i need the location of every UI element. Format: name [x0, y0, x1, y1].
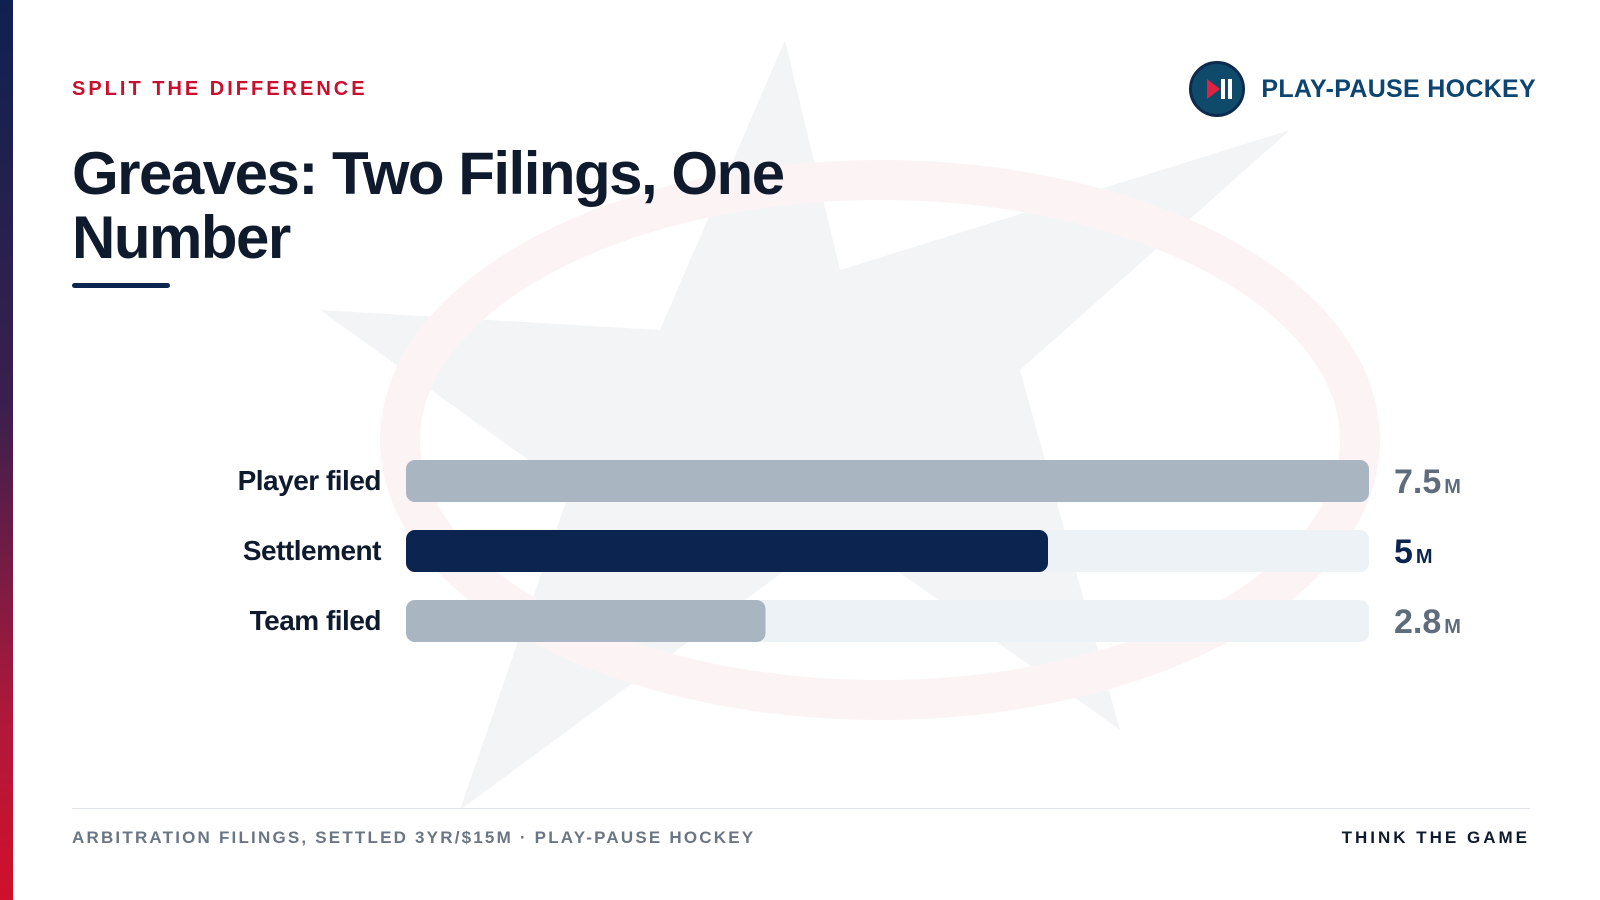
title-underline: [72, 283, 170, 288]
team-logo-watermark: [320, 40, 1380, 810]
value-label: 7.5 M: [1394, 463, 1461, 501]
kicker-label: SPLIT THE DIFFERENCE: [72, 78, 368, 100]
accent-stripe: [0, 0, 13, 900]
brand-lockup: PLAY-PAUSE HOCKEY: [1189, 61, 1536, 117]
value-label: 2.8 M: [1394, 603, 1461, 641]
play-pause-icon: [1189, 61, 1246, 117]
chart-title: Greaves: Two Filings, One Number: [72, 140, 785, 271]
tagline: THINK THE GAME: [1341, 828, 1530, 847]
source-note: ARBITRATION FILINGS, SETTLED 3YR/$15M · …: [72, 828, 756, 847]
footer-divider: [72, 808, 1530, 809]
brand-name: PLAY-PAUSE HOCKEY: [1261, 74, 1536, 103]
